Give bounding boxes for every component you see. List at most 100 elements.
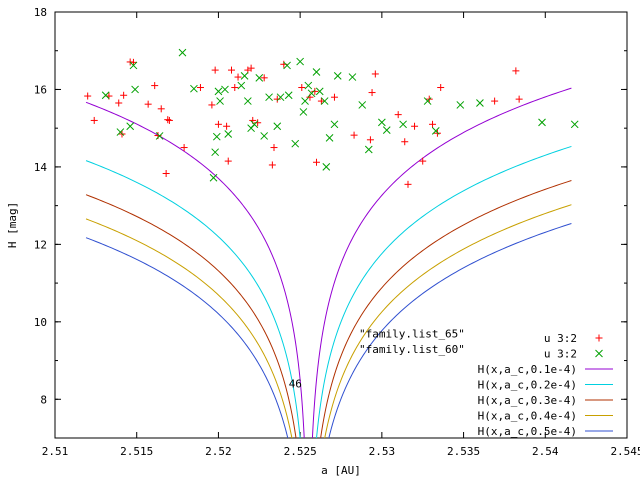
plus-point <box>247 64 255 72</box>
cross-b <box>212 132 221 141</box>
cross-point <box>348 73 357 81</box>
annotation-label: "family.list_60" <box>359 343 465 356</box>
cross-b <box>299 108 308 116</box>
cross-point <box>304 81 313 90</box>
cross-point <box>382 126 391 134</box>
plus-point <box>298 84 306 92</box>
y-tick-label: 18 <box>34 6 47 19</box>
plus-point <box>115 99 123 107</box>
plus-point <box>429 120 437 128</box>
cross-point <box>273 122 282 131</box>
curve-3-left <box>85 194 297 438</box>
cross-point <box>214 87 223 96</box>
cross-point <box>322 163 331 171</box>
plus-point <box>231 84 239 92</box>
cross-point <box>399 120 407 129</box>
cross-point <box>126 122 135 131</box>
points-layer <box>84 48 579 188</box>
plus-point <box>90 116 98 124</box>
cross-point <box>211 148 220 157</box>
cross-b <box>221 85 229 94</box>
plus-point <box>401 138 409 146</box>
plus-point <box>311 87 319 95</box>
cross-b <box>476 99 484 107</box>
cross-b <box>129 61 138 70</box>
cross-b <box>224 130 233 138</box>
x-tick-label: 2.545 <box>610 445 640 458</box>
plus-point <box>260 74 268 82</box>
plus-point <box>151 82 159 90</box>
cross-b <box>214 87 223 96</box>
plus-point <box>350 131 358 139</box>
x-tick-label: 2.53 <box>369 445 396 458</box>
cross-point <box>155 132 164 140</box>
plus-point <box>371 70 379 78</box>
cross-b <box>423 97 432 105</box>
cross-b <box>216 97 224 105</box>
cross-point <box>224 130 233 138</box>
cross-b <box>273 122 282 131</box>
cross-point <box>423 97 432 105</box>
cross-point <box>378 118 386 127</box>
cross-b <box>126 122 135 131</box>
plus-point <box>411 122 419 130</box>
plot-area-frame <box>54 11 628 439</box>
cross-point <box>216 97 224 105</box>
cross-b <box>333 72 342 80</box>
plus-point <box>312 158 320 166</box>
cross-point <box>538 118 546 127</box>
cross-b <box>304 81 313 90</box>
legend-label: H(x,a_c,0.3e-4) <box>478 394 577 407</box>
cross-point <box>129 61 138 70</box>
plus-point <box>437 84 445 92</box>
plus-point <box>180 144 188 152</box>
plus-point <box>491 97 499 105</box>
cross-b <box>382 126 391 134</box>
plus-point <box>368 89 376 97</box>
cross-point <box>364 145 373 154</box>
cross-point <box>190 84 198 93</box>
cross-b <box>320 97 329 105</box>
curve-4-right <box>324 204 572 438</box>
cross-point <box>299 108 308 116</box>
curve-3-right <box>320 180 572 438</box>
cross-point <box>276 93 285 102</box>
cross-b <box>315 87 324 96</box>
cross-b <box>330 120 339 129</box>
tick-layer: 2.51 2.515 2.52 2.525 2.53 2.535 2.54 2.545 8 10 1… <box>34 6 640 458</box>
cross-b <box>296 57 304 66</box>
curve-5-left <box>85 237 289 438</box>
y-tick-label: 12 <box>34 238 47 251</box>
cross-b <box>276 93 285 102</box>
plus-point <box>317 97 325 105</box>
cross-point <box>570 120 579 129</box>
y-tick-label: 10 <box>34 316 47 329</box>
plus-point <box>211 66 219 74</box>
curve-4-left <box>85 218 293 438</box>
cross-b <box>312 68 321 76</box>
cross-b <box>250 120 259 129</box>
cross-b <box>211 148 220 157</box>
legend-label: H(x,a_c,0.2e-4) <box>478 379 577 392</box>
cross-b <box>190 84 198 93</box>
plus-point <box>129 58 137 66</box>
y-tick-label: 8 <box>40 393 47 406</box>
cross-point <box>431 127 440 135</box>
cross-point <box>476 99 484 107</box>
cross-b <box>101 91 110 100</box>
curve-1-right <box>311 87 572 438</box>
cross-point <box>240 72 249 80</box>
curve-2-right <box>316 145 572 438</box>
cross-point <box>209 173 218 182</box>
cross-b <box>237 81 246 90</box>
plus-point <box>273 95 281 103</box>
cross-point <box>307 89 316 98</box>
cross-point <box>250 120 259 129</box>
x-axis-label: a [AU] <box>321 464 361 477</box>
cross-b <box>116 128 125 136</box>
cross-point <box>260 132 269 140</box>
cross-point <box>284 91 293 100</box>
cross-b <box>260 132 269 140</box>
plus-point <box>228 66 236 74</box>
